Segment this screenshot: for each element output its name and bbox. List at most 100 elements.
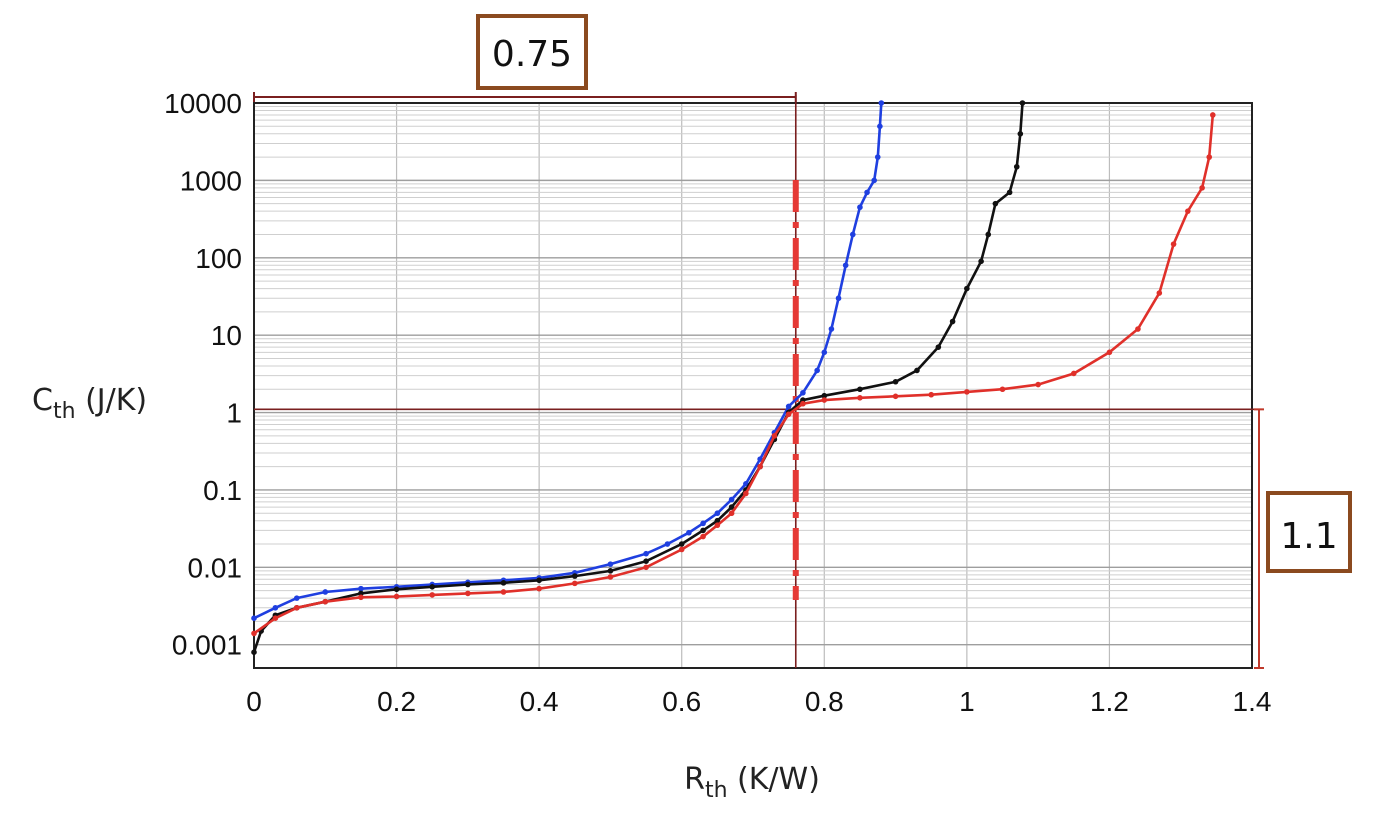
marker-lines [253,92,1264,669]
data-point [964,389,970,395]
data-point [678,541,685,547]
data-point [877,123,883,130]
y-tick-label: 1 [226,398,242,429]
data-point [892,393,899,400]
data-point [857,386,863,393]
data-point [664,541,671,547]
data-point [949,318,956,325]
data-point [714,510,721,517]
data-point [393,593,400,600]
data-point [992,200,999,207]
data-point [536,585,542,592]
annotation-y-text: 1.1 [1280,516,1337,557]
data-point [800,400,806,407]
y-tick-label: 10 [211,320,242,351]
series-group [251,100,1216,656]
data-point [678,546,685,553]
x-tick-label: 1.4 [1233,686,1272,717]
y-axis-label-main: C [32,383,53,418]
x-axis-label: Rth (K/W) [684,762,820,803]
data-point [607,561,614,567]
x-axis-label-main: R [684,762,705,797]
data-point [800,389,806,396]
data-point [985,231,992,238]
annotation-x-box: 0.75 [476,14,588,90]
data-point [358,594,364,601]
data-point [714,522,721,529]
x-tick-label: 1.2 [1090,686,1129,717]
data-point [643,558,649,564]
data-point [700,527,706,534]
data-point [1199,185,1205,191]
data-point [429,584,436,590]
data-point [864,189,870,196]
data-point [728,496,735,503]
x-tick-label: 0.8 [805,686,844,717]
data-point [643,564,649,571]
x-axis-label-sub: th [705,778,728,803]
y-axis-label-sub: th [53,399,76,424]
y-axis-label-unit: (J/K) [76,383,148,418]
data-point [935,344,942,350]
data-point [757,463,763,470]
data-point [914,367,920,374]
data-point [700,533,706,540]
data-point [878,100,885,106]
data-point [1135,326,1141,332]
data-point [871,177,877,184]
data-point [393,586,400,593]
data-point [251,630,257,637]
y-tick-label: 100 [195,243,242,274]
data-point [1206,154,1213,160]
data-point [536,577,542,584]
data-point [999,386,1006,393]
annotation-y-box: 1.1 [1266,491,1352,573]
data-point [607,574,614,580]
data-point [1035,381,1041,388]
data-point [785,411,792,418]
x-axis-label-unit: (K/W) [728,762,820,797]
data-point [358,590,364,597]
y-axis-label: Cth (J/K) [32,383,147,424]
data-point [850,231,856,238]
data-point [964,285,970,292]
data-point [728,510,735,517]
data-point [892,378,899,385]
data-point [1106,349,1113,356]
data-point [821,392,828,399]
y-tick-label: 10000 [164,88,242,119]
data-point [293,604,300,611]
x-tick-label: 0.6 [662,686,701,717]
data-point [251,649,257,656]
annotation-x-text: 0.75 [492,34,572,75]
data-point [978,258,984,265]
data-point [607,568,614,574]
data-point [842,262,849,269]
data-point [828,326,835,332]
data-point [1013,163,1020,170]
data-point [429,592,436,598]
data-point [500,580,507,586]
data-point [1019,100,1026,106]
data-point [571,573,578,579]
data-point [1209,112,1216,118]
data-point [700,520,706,527]
series-line-2 [253,114,1215,635]
data-point [465,590,471,597]
data-point [785,403,792,410]
data-point [835,295,842,302]
data-point [857,204,863,211]
plot-frame [253,102,1253,669]
x-tick-labels: 0 0.2 0.4 0.6 0.8 1 1.2 1.4 [246,686,1271,717]
data-point [571,580,578,587]
y-tick-label: 0.01 [188,552,243,583]
y-tick-labels: 0.001 0.01 0.1 1 10 100 1000 10000 [164,88,242,661]
data-point [814,367,820,374]
x-tick-label: 0 [246,686,262,717]
y-tick-label: 1000 [180,165,242,196]
data-point [322,589,329,595]
data-point [771,433,778,439]
data-point [728,504,735,510]
data-point [874,154,881,160]
